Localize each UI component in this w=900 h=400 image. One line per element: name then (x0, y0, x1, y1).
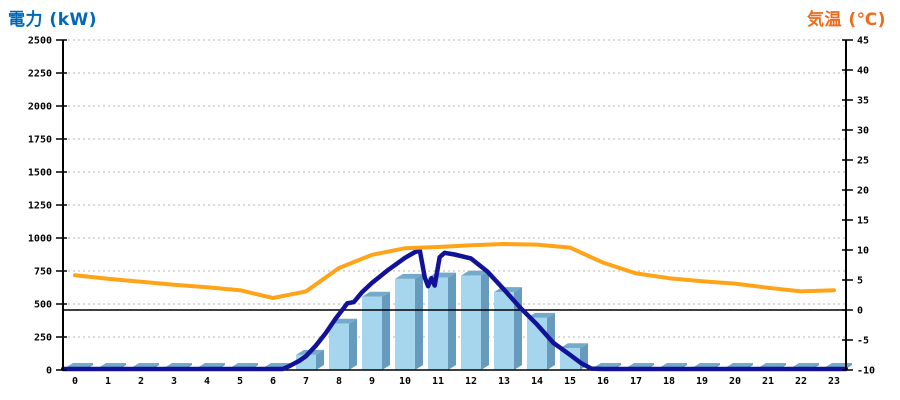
bar-side-face (349, 318, 357, 370)
right-tick-label: 5 (857, 276, 863, 287)
bar-front-face (362, 296, 382, 370)
left-tick-label: 2000 (28, 102, 52, 113)
left-tick-label: 2500 (28, 36, 52, 47)
bar-top-face (527, 312, 555, 318)
hour-label: 20 (729, 376, 741, 387)
left-axis: 0 250 500 750 1000 1250 1500 1750 2000 2250 2500 (28, 36, 67, 377)
hour-label: 12 (465, 376, 477, 387)
hour-label: 21 (762, 376, 774, 387)
bar-hour-10 (395, 273, 423, 370)
bar-front-face (428, 277, 448, 370)
bar-hour-12 (461, 270, 489, 370)
left-tick-label: 1250 (28, 201, 52, 212)
right-tick-label: 10 (857, 246, 869, 257)
right-tick-label: -5 (857, 336, 869, 347)
right-tick-label: 30 (857, 126, 869, 137)
bar-hour-8 (329, 318, 357, 370)
hour-label: 5 (237, 376, 243, 387)
hour-label: 0 (72, 376, 78, 387)
bar-side-face (415, 273, 423, 370)
right-tick-label: 25 (857, 156, 869, 167)
hour-label: 11 (432, 376, 444, 387)
hour-label: 19 (696, 376, 708, 387)
hour-label: 4 (204, 376, 210, 387)
temperature-line (73, 242, 836, 300)
right-tick-label: 20 (857, 186, 869, 197)
bar-side-face (481, 270, 489, 370)
right-tick-label: 35 (857, 96, 869, 107)
hour-label: 16 (597, 376, 609, 387)
hour-label: 15 (564, 376, 576, 387)
hour-label: 2 (138, 376, 144, 387)
right-tick-label: 45 (857, 36, 869, 47)
bar-front-face (329, 323, 349, 370)
left-tick-label: 750 (34, 267, 52, 278)
left-tick-label: 0 (46, 366, 52, 377)
hour-label: 3 (171, 376, 177, 387)
hour-label: 23 (828, 376, 840, 387)
hour-label: 6 (270, 376, 276, 387)
left-tick-label: 1750 (28, 135, 52, 146)
right-tick-label: 15 (857, 216, 869, 227)
bar-top-face (461, 270, 489, 276)
bar-top-face (560, 343, 588, 349)
bar-side-face (448, 272, 456, 370)
bar-front-face (395, 278, 415, 370)
hour-label: 17 (630, 376, 642, 387)
right-axis-title: 気温 (℃) (806, 10, 886, 30)
left-axis-title: 電力 (kW) (8, 10, 98, 30)
left-tick-label: 250 (34, 333, 52, 344)
hour-label: 10 (399, 376, 411, 387)
hour-label: 1 (105, 376, 111, 387)
left-tick-label: 2250 (28, 69, 52, 80)
bar-top-face (395, 273, 423, 279)
bar-hour-13 (494, 287, 522, 370)
right-tick-label: 0 (857, 306, 863, 317)
hour-label: 8 (336, 376, 342, 387)
power-line (60, 248, 849, 372)
left-tick-label: 1500 (28, 168, 52, 179)
hour-label: 18 (663, 376, 675, 387)
bar-hour-9 (362, 291, 390, 370)
right-axis: -10 -5 0 5 10 15 20 25 30 35 40 45 (842, 36, 875, 377)
left-tick-label: 1000 (28, 234, 52, 245)
bar-front-face (461, 275, 481, 370)
hour-label: 14 (531, 376, 543, 387)
hour-label: 22 (795, 376, 807, 387)
hour-label: 13 (498, 376, 510, 387)
bar-top-face (362, 291, 390, 297)
hour-label: 7 (303, 376, 309, 387)
left-tick-label: 500 (34, 300, 52, 311)
bar-side-face (382, 291, 390, 370)
bar-front-face (494, 292, 514, 370)
right-tick-label: 40 (857, 66, 869, 77)
bar-hour-11 (428, 272, 456, 370)
bar-side-face (316, 349, 324, 370)
x-axis-labels: 0 1 2 3 4 5 6 7 8 9 10 11 12 13 14 15 16 17 18 19 20 21 22 23 (72, 376, 840, 387)
hour-label: 9 (369, 376, 375, 387)
right-tick-label: -10 (857, 366, 875, 377)
